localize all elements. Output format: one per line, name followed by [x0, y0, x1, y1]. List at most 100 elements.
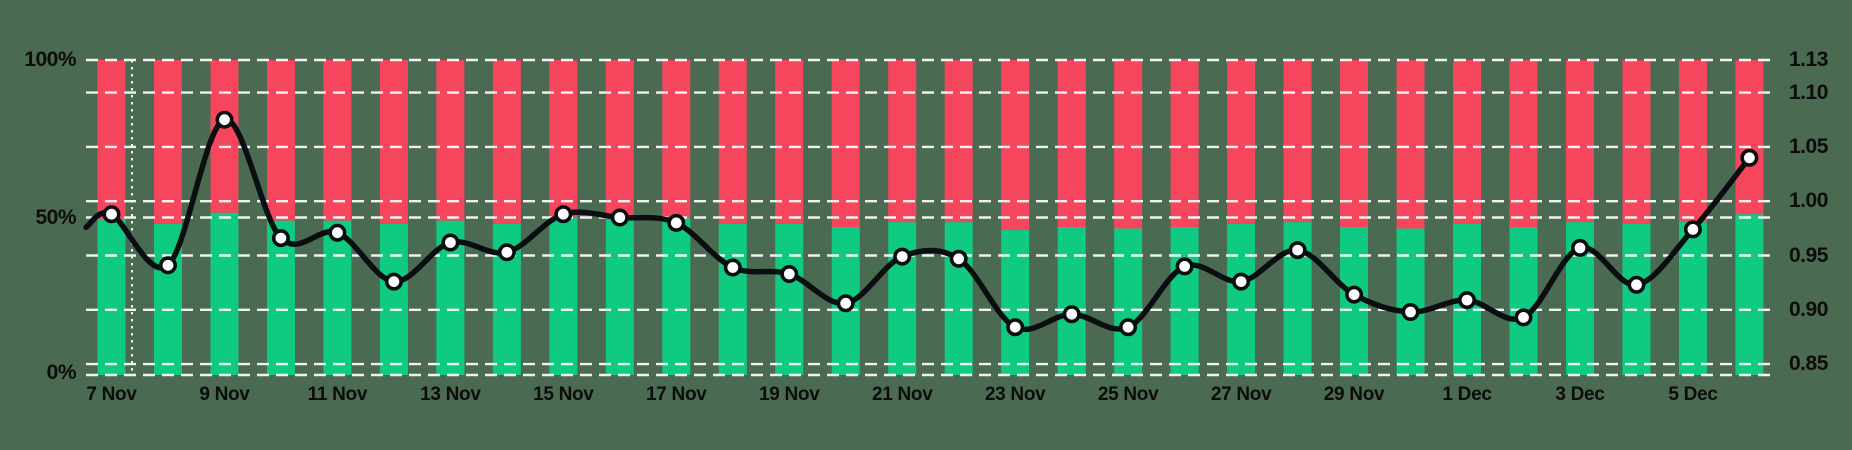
- stacked-bar-red-segment[interactable]: [831, 60, 860, 227]
- stacked-bar-green-segment[interactable]: [888, 222, 917, 375]
- stacked-bar-red-segment[interactable]: [1227, 60, 1256, 224]
- stacked-bar-red-segment[interactable]: [1396, 60, 1425, 229]
- stacked-bar-red-segment[interactable]: [1340, 60, 1369, 227]
- stacked-bar-red-segment[interactable]: [1170, 60, 1199, 227]
- stacked-bar-green-segment[interactable]: [1170, 227, 1199, 375]
- left-axis-tick-label: 50%: [35, 205, 76, 229]
- stacked-bar-red-segment[interactable]: [944, 60, 973, 223]
- stacked-bar-green-segment[interactable]: [1509, 227, 1538, 375]
- x-axis-tick-label: 9 Nov: [199, 384, 250, 405]
- stacked-bar-green-segment[interactable]: [323, 220, 352, 375]
- x-axis-tick-label: 27 Nov: [1210, 384, 1272, 405]
- stacked-bar-red-segment[interactable]: [1678, 60, 1707, 223]
- stacked-bar-green-segment[interactable]: [1396, 228, 1425, 376]
- stacked-bar-red-segment[interactable]: [662, 60, 691, 218]
- line-marker[interactable]: [1683, 220, 1702, 239]
- stacked-bar-red-segment[interactable]: [888, 60, 917, 223]
- stacked-bar-green-segment[interactable]: [210, 212, 239, 375]
- stacked-bar-green-segment[interactable]: [775, 223, 804, 375]
- stacked-bar-red-segment[interactable]: [1283, 60, 1312, 223]
- line-marker[interactable]: [1288, 241, 1307, 260]
- x-axis-tick-label: 11 Nov: [307, 384, 368, 405]
- x-axis-tick-label: 25 Nov: [1097, 384, 1159, 405]
- line-marker[interactable]: [1627, 275, 1646, 294]
- line-marker[interactable]: [1740, 148, 1759, 167]
- stacked-bar-green-segment[interactable]: [97, 219, 126, 375]
- line-marker[interactable]: [215, 110, 234, 129]
- stacked-bar-red-segment[interactable]: [1001, 60, 1030, 231]
- x-axis-tick-label: 29 Nov: [1323, 384, 1385, 405]
- line-marker[interactable]: [949, 249, 968, 268]
- stacked-bar-green-segment[interactable]: [605, 219, 634, 375]
- stacked-bar-green-segment[interactable]: [944, 222, 973, 375]
- stacked-bar-green-segment[interactable]: [1001, 230, 1030, 375]
- line-marker[interactable]: [667, 213, 686, 232]
- line-marker[interactable]: [893, 247, 912, 266]
- line-marker[interactable]: [1514, 308, 1533, 327]
- line-marker[interactable]: [1232, 272, 1251, 291]
- stacked-bar-red-segment[interactable]: [718, 60, 747, 224]
- line-marker[interactable]: [723, 258, 742, 277]
- stacked-bar-red-segment[interactable]: [379, 60, 408, 224]
- x-axis-tick-label: 21 Nov: [871, 384, 933, 405]
- right-axis-tick-label: 0.85: [1789, 352, 1828, 376]
- stacked-bar-green-segment[interactable]: [1114, 228, 1143, 376]
- stacked-bar-green-segment[interactable]: [1057, 227, 1086, 375]
- stacked-bar-red-segment[interactable]: [323, 60, 352, 221]
- line-marker[interactable]: [271, 229, 290, 248]
- line-marker[interactable]: [1062, 305, 1081, 324]
- stacked-bar-red-segment[interactable]: [97, 60, 126, 220]
- line-marker[interactable]: [1458, 291, 1477, 310]
- stacked-bar-green-segment[interactable]: [1735, 214, 1764, 375]
- line-marker[interactable]: [441, 233, 460, 252]
- line-marker[interactable]: [497, 243, 516, 262]
- line-marker[interactable]: [328, 223, 347, 242]
- x-axis-tick-label: 7 Nov: [86, 384, 137, 405]
- stacked-bar-green-segment[interactable]: [718, 223, 747, 375]
- stacked-bar-red-segment[interactable]: [492, 60, 521, 224]
- stacked-bar-green-segment[interactable]: [1622, 223, 1651, 375]
- stacked-bar-red-segment[interactable]: [775, 60, 804, 224]
- line-marker[interactable]: [610, 208, 629, 227]
- stacked-bar-red-segment[interactable]: [1453, 60, 1482, 224]
- line-marker[interactable]: [836, 294, 855, 313]
- stacked-bar-green-segment[interactable]: [1227, 223, 1256, 375]
- left-axis-tick-label: 100%: [24, 48, 76, 71]
- stacked-bar-red-segment[interactable]: [266, 60, 295, 221]
- line-marker[interactable]: [1119, 318, 1138, 337]
- stacked-bar-green-segment[interactable]: [549, 217, 578, 376]
- stacked-bar-red-segment[interactable]: [153, 60, 182, 224]
- stacked-bar-red-segment[interactable]: [1114, 60, 1143, 229]
- stacked-bar-red-segment[interactable]: [436, 60, 465, 221]
- stacked-bar-red-segment[interactable]: [1057, 60, 1086, 227]
- line-marker[interactable]: [1401, 302, 1420, 321]
- stacked-bar-green-segment[interactable]: [662, 217, 691, 376]
- line-marker[interactable]: [1006, 318, 1025, 337]
- line-marker[interactable]: [1175, 257, 1194, 276]
- line-marker[interactable]: [102, 205, 121, 224]
- stacked-bar-red-segment[interactable]: [1622, 60, 1651, 224]
- x-axis-tick-label: 1 Dec: [1442, 384, 1492, 405]
- line-marker[interactable]: [384, 272, 403, 291]
- x-axis-tick-label: 13 Nov: [420, 384, 481, 405]
- stacked-bar-red-segment[interactable]: [1735, 60, 1764, 215]
- stacked-bar-red-segment[interactable]: [1565, 60, 1594, 223]
- stacked-bar-green-segment[interactable]: [1678, 222, 1707, 375]
- x-axis-tick-label: 3 Dec: [1555, 384, 1605, 405]
- line-marker[interactable]: [1345, 285, 1364, 304]
- left-axis-tick-label: 0%: [46, 361, 77, 384]
- x-axis-tick-label: 5 Dec: [1668, 384, 1718, 405]
- line-marker[interactable]: [780, 264, 799, 283]
- line-marker[interactable]: [554, 205, 573, 224]
- line-marker[interactable]: [159, 256, 178, 275]
- stacked-bar-green-segment[interactable]: [379, 223, 408, 375]
- right-axis-tick-label: 0.95: [1789, 243, 1828, 267]
- x-axis-tick-label: 19 Nov: [758, 384, 820, 405]
- x-axis-tick-label: 23 Nov: [984, 384, 1046, 405]
- stacked-bar-red-segment[interactable]: [605, 60, 634, 220]
- stacked-bar-red-segment[interactable]: [1509, 60, 1538, 227]
- line-marker[interactable]: [1571, 238, 1590, 257]
- stacked-bar-red-segment[interactable]: [549, 60, 578, 218]
